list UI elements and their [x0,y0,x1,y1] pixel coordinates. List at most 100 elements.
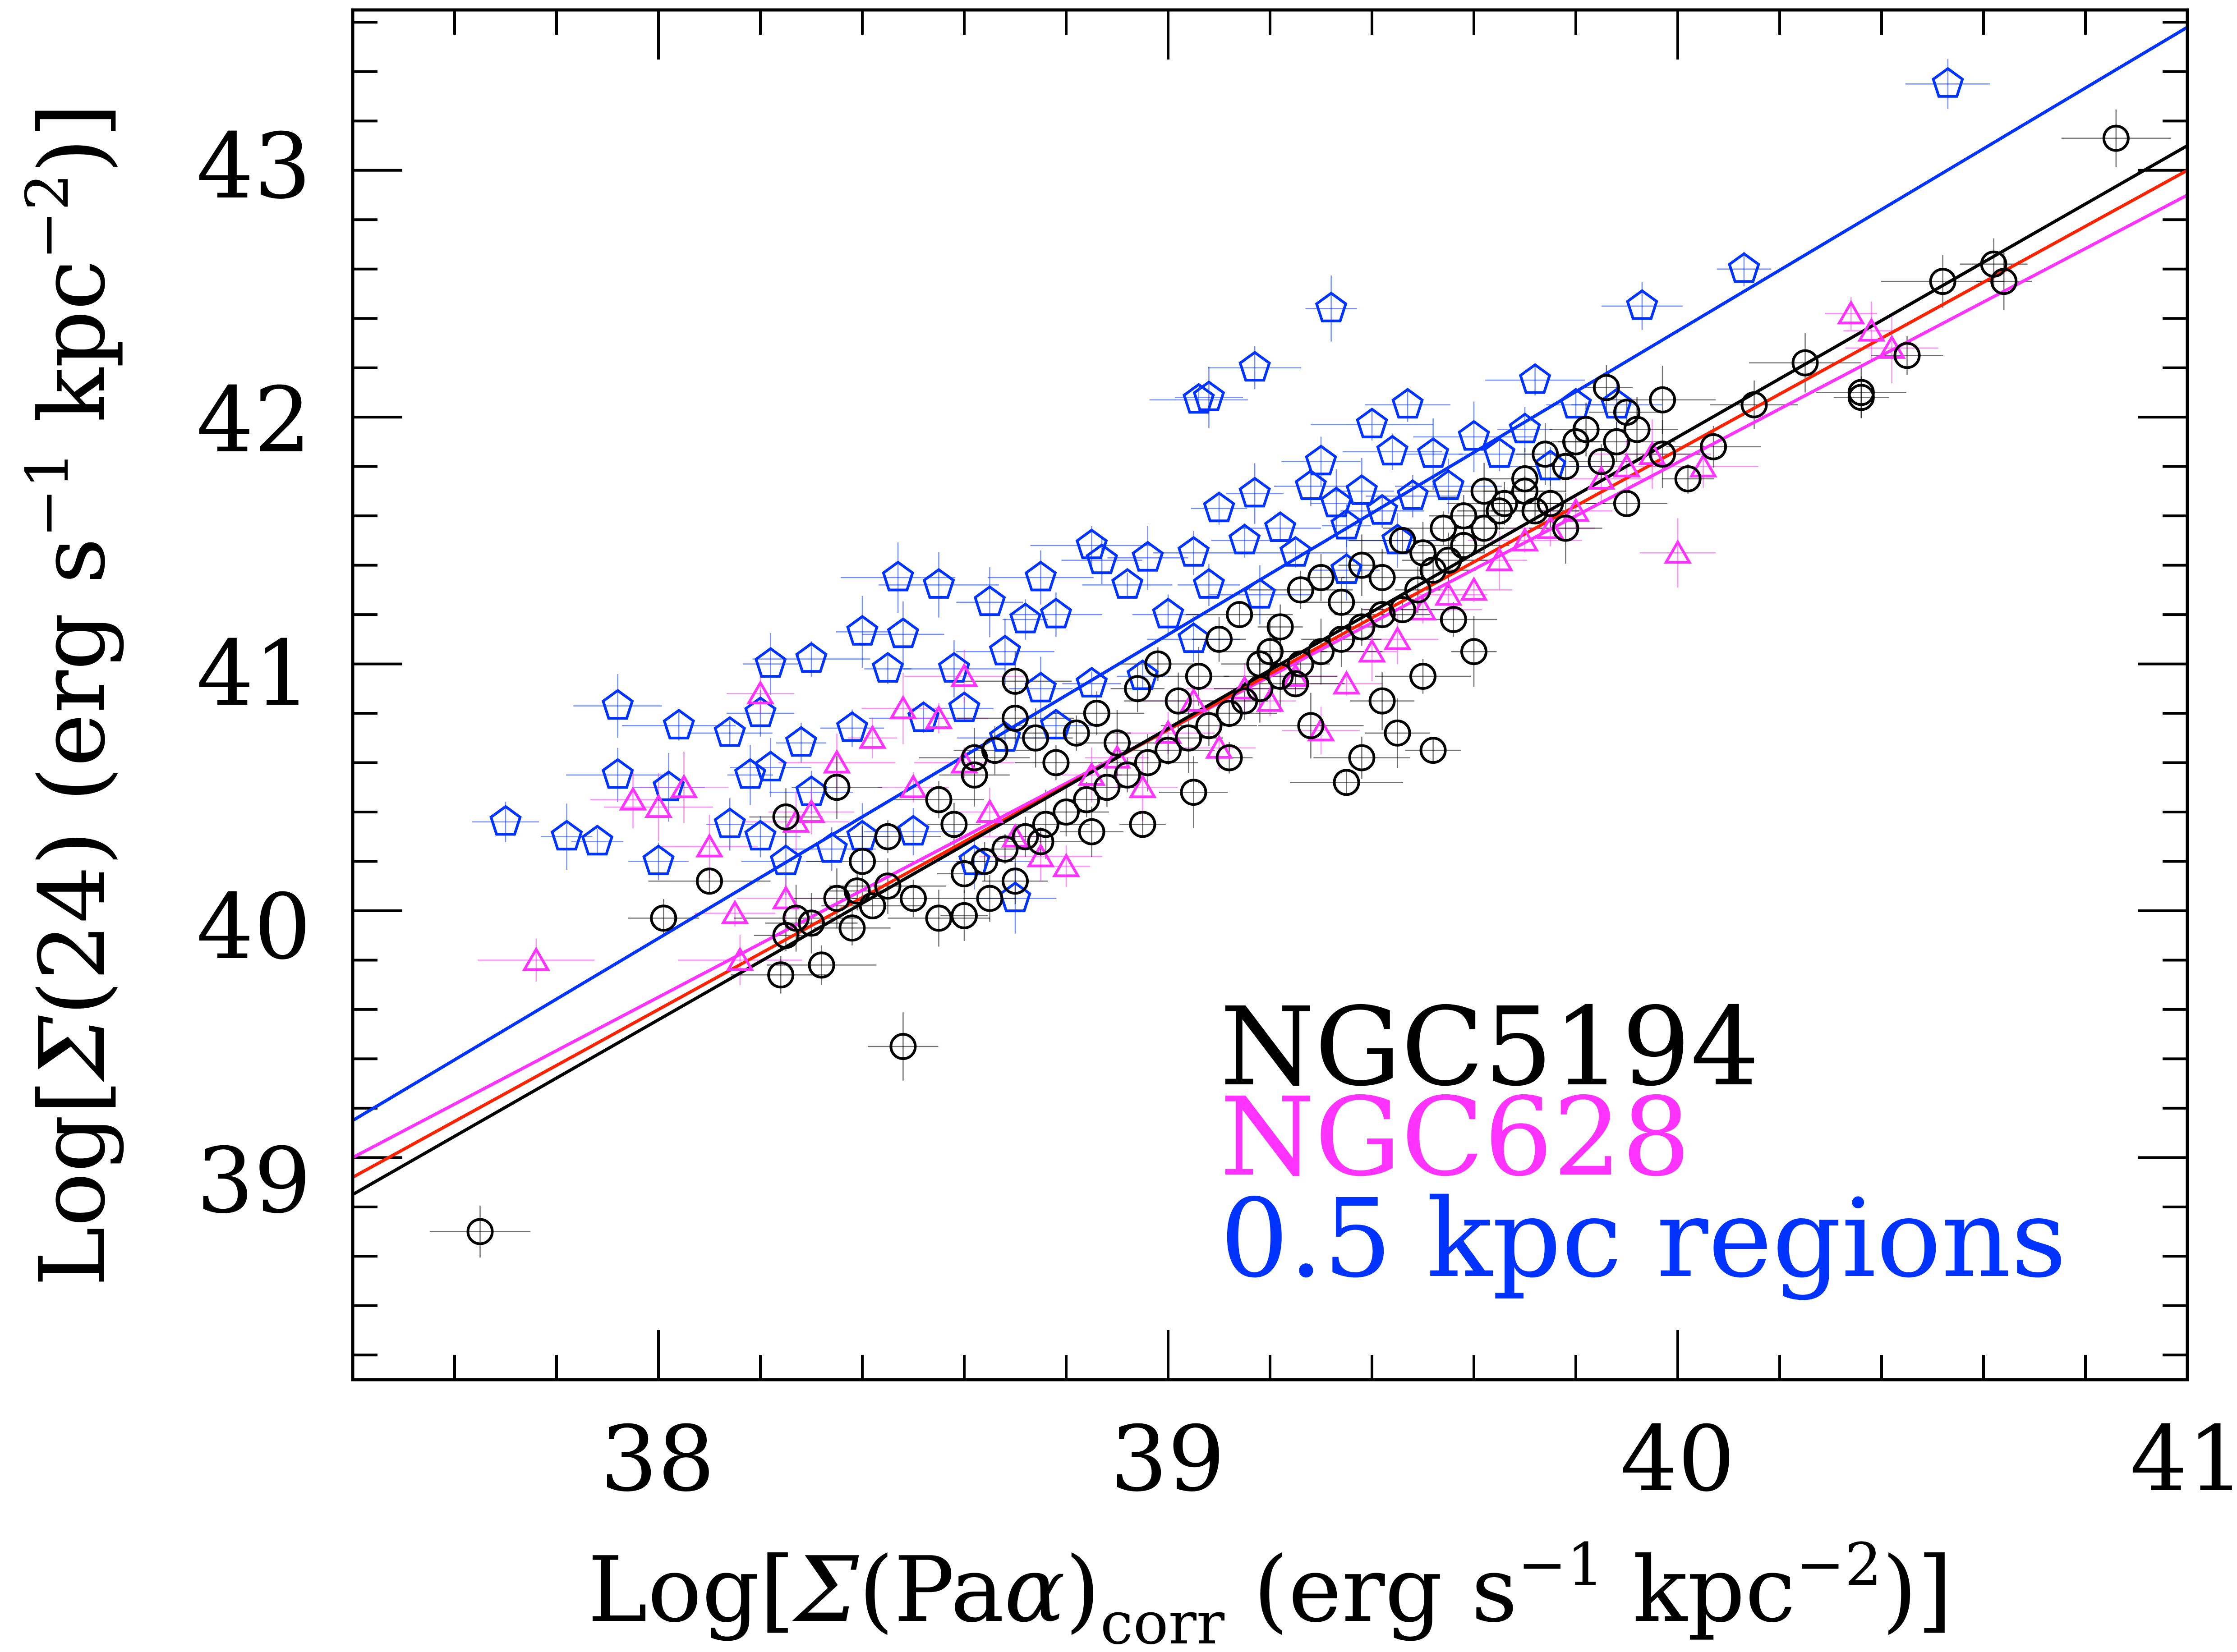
data-point-circle [1328,588,1355,616]
data-point-circle [1409,662,1436,690]
y-tick-label: 41 [197,621,312,726]
data-point-circle [1002,705,1029,732]
data-point-pentagon [1345,474,1378,505]
data-point-circle [1572,416,1600,443]
data-point-pentagon [999,881,1031,913]
data-point-triangle [1510,527,1539,551]
data-point-triangle [1358,638,1386,663]
plot-frame [351,8,2189,1381]
data-point-triangle [644,794,673,818]
data-point-pentagon [1040,597,1072,629]
data-point-circle [1450,502,1478,530]
data-point-circle [1384,719,1411,747]
data-point-circle [859,892,886,920]
data-point-pentagon [846,615,879,646]
data-point-pentagon [663,708,695,739]
data-point-pentagon [1182,383,1215,414]
data-point-pentagon [734,758,767,789]
data-point-pentagon [1330,509,1363,540]
data-point-pentagon [1228,523,1261,555]
data-point-circle [1226,601,1253,629]
legend-entry-ngc5194: NGC5194 [1220,984,1759,1110]
data-point-circle [1893,342,1921,369]
data-point-triangle [797,798,826,823]
data-point-pentagon [1075,666,1108,698]
data-point-circle [1368,687,1396,715]
data-point-pentagon [1040,708,1072,739]
data-point-triangle [1128,774,1157,798]
data-point-circle [696,867,723,895]
data-point-triangle [1663,539,1692,564]
data-point-pentagon [581,824,614,856]
data-point-circle [1430,514,1457,542]
data-point-circle [1104,729,1131,757]
data-point-circle [1144,650,1172,678]
data-point-circle [976,885,1003,912]
data-point-pentagon [1509,412,1541,444]
data-point-circle [1470,514,1498,542]
data-point-circle [1297,712,1325,739]
x-tick-label: 38 [600,1407,715,1512]
y-tick-label: 43 [197,114,312,219]
data-point-circle [1195,712,1223,739]
data-point-circle [1368,564,1396,591]
data-point-circle [1180,779,1207,806]
data-point-circle [1002,867,1029,895]
x-axis-title: Log[Σ(Paα)corr (erg s−1 kpc−2)] [588,1530,1952,1652]
data-point-pentagon [642,844,675,875]
data-point-pentagon [1264,511,1297,542]
data-point-pentagon [1376,435,1409,466]
data-point-triangle [522,946,550,971]
data-point-triangle [670,774,698,798]
data-point-triangle [726,946,754,971]
data-point-circle [1124,675,1151,702]
data-point-triangle [1408,596,1437,621]
y-tick-label: 42 [197,368,312,473]
data-point-pentagon [744,696,777,727]
data-point-circle [1460,638,1487,665]
data-point-circle [1791,349,1819,376]
data-point-triangle [1077,761,1106,786]
data-point-circle [1440,606,1467,633]
data-point-circle [1073,786,1100,813]
data-point-pentagon [1356,407,1388,439]
data-point-circle [1002,667,1029,695]
data-point-pentagon [713,716,746,747]
data-point-circle [1532,441,1559,468]
data-point-pentagon [922,568,955,599]
data-point-circle [1511,465,1538,493]
data-point-circle [1012,823,1039,850]
data-point-circle [1328,625,1355,653]
data-point-pentagon [1243,578,1276,609]
data-point-circle [808,951,835,979]
data-point-pentagon [1932,67,1964,98]
x-tick-label: 39 [1110,1407,1225,1512]
data-point-pentagon [1192,568,1225,599]
data-point-triangle [899,774,928,798]
data-point-pentagon [1315,291,1348,322]
data-point-circle [466,1218,494,1245]
data-point-triangle [619,786,647,811]
data-point-circle [1389,527,1416,554]
data-point-pentagon [897,815,930,846]
data-point-circle [1287,576,1314,604]
data-point-circle [889,1033,917,1060]
data-point-triangle [1837,300,1865,325]
data-point-triangle [889,695,917,720]
data-point-pentagon [713,807,746,838]
data-point-circle [798,909,825,937]
data-point-triangle [1612,453,1641,477]
data-point-pentagon [550,819,583,851]
data-point-circle [1165,687,1192,715]
data-point-circle [1649,386,1676,413]
data-point-pentagon [1238,350,1271,382]
data-point-pentagon [948,691,980,722]
data-point-triangle [823,749,851,774]
data-point-circle [1389,596,1416,624]
data-point-circle [838,914,866,942]
y-tick-label: 39 [197,1129,312,1234]
data-point-triangle [1587,465,1616,490]
data-point-circle [1990,268,2018,295]
data-point-circle [874,823,902,850]
